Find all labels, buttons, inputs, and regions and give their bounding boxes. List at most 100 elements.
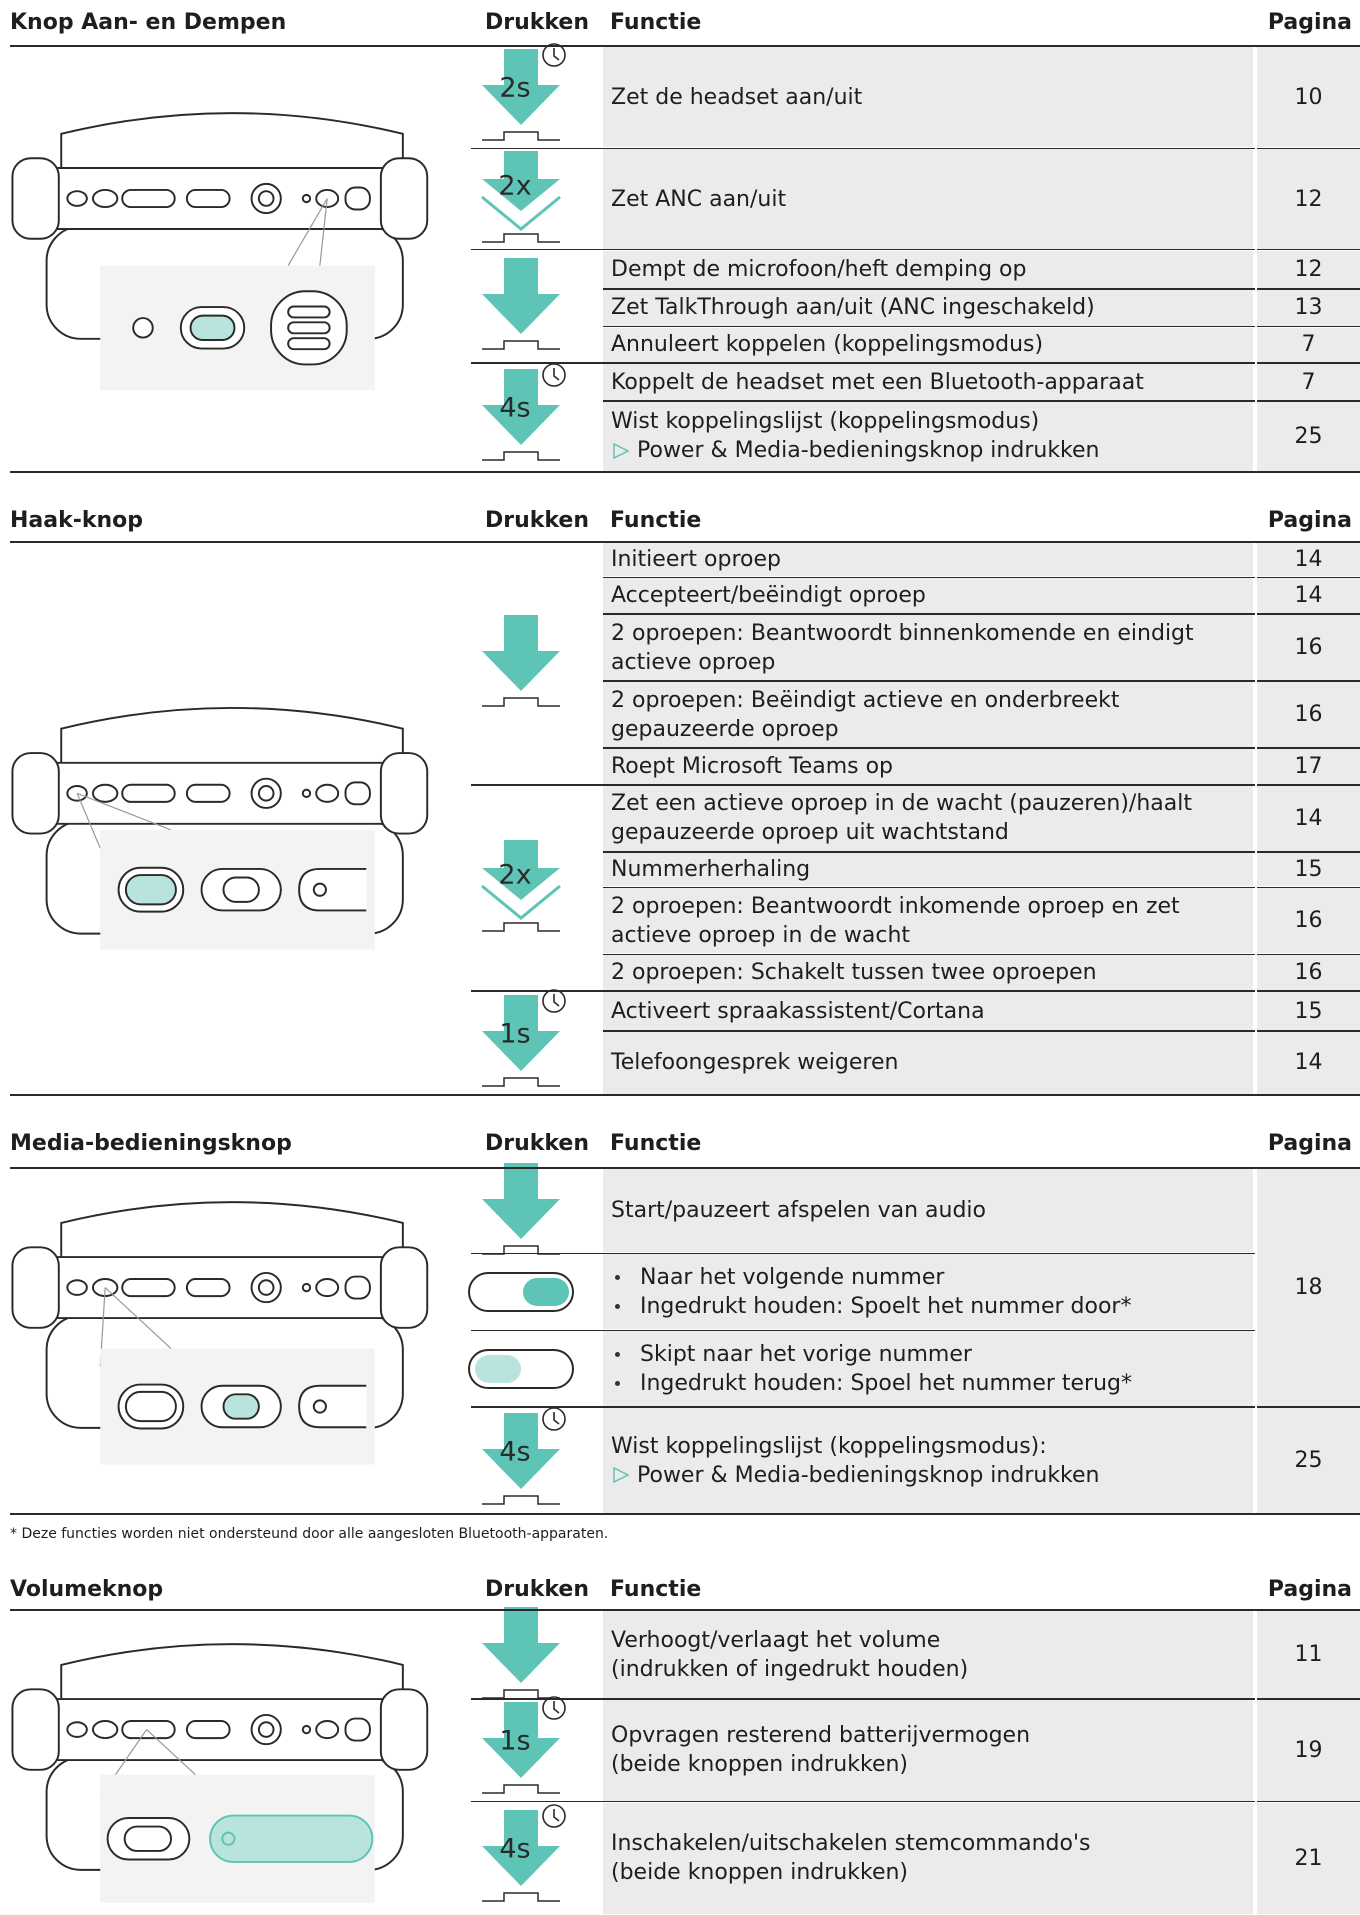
icon-label: 2s bbox=[499, 73, 530, 104]
rule bbox=[471, 1406, 1255, 1408]
function-cell: Activeert spraakassistent/Cortana bbox=[603, 991, 1253, 1031]
shape bbox=[104, 1287, 172, 1350]
press-header: Drukken bbox=[484, 1131, 590, 1156]
rule bbox=[471, 362, 1255, 364]
shape bbox=[76, 792, 172, 831]
rule bbox=[10, 1093, 1360, 1096]
shape bbox=[298, 867, 367, 912]
page-cell: 19 bbox=[1257, 1700, 1360, 1801]
shape bbox=[475, 1354, 521, 1383]
shape bbox=[124, 874, 177, 906]
shape bbox=[132, 317, 154, 339]
shape bbox=[315, 1720, 340, 1740]
shape bbox=[66, 785, 88, 802]
press-icon: 2s bbox=[482, 43, 566, 141]
page-cell: 16 bbox=[1257, 614, 1360, 681]
bullet-item: Ingedrukt houden: Spoel het nummer terug… bbox=[611, 1369, 1253, 1398]
press-icon: 4s bbox=[482, 1406, 566, 1505]
press-icon bbox=[482, 1606, 560, 1699]
page-cell: 16 bbox=[1257, 888, 1360, 954]
rule bbox=[1257, 1030, 1360, 1032]
function-cell: Accepteert/beëindigt oproep bbox=[603, 578, 1253, 613]
shape bbox=[482, 258, 560, 335]
shape bbox=[344, 186, 371, 211]
function-header: Functie bbox=[610, 1131, 702, 1156]
function-text: Wist koppelingslijst (koppelingsmodus) bbox=[611, 409, 1040, 435]
headset bbox=[11, 707, 429, 950]
function-cell: 2 oproepen: Beantwoordt inkomende oproep… bbox=[603, 888, 1253, 954]
function-cell: Verhoogt/verlaagt het volume (indrukken o… bbox=[603, 1611, 1253, 1699]
headset bbox=[11, 1643, 429, 1903]
shape bbox=[185, 1278, 231, 1298]
page-cell: 12 bbox=[1257, 250, 1360, 288]
function-cell: Koppelt de headset met een Bluetooth-app… bbox=[603, 364, 1253, 400]
page-cell: 13 bbox=[1257, 289, 1360, 326]
shape bbox=[482, 922, 560, 932]
page-cell: 10 bbox=[1257, 47, 1360, 148]
shape bbox=[301, 1282, 312, 1293]
section-title: Media-bedieningsknop bbox=[10, 1131, 292, 1156]
icon-label: 2x bbox=[498, 859, 531, 890]
shape bbox=[482, 1810, 560, 1887]
shape bbox=[301, 788, 312, 798]
page-cell: 14 bbox=[1257, 1032, 1360, 1094]
shape bbox=[11, 157, 60, 240]
shape bbox=[312, 882, 327, 897]
shape bbox=[185, 783, 231, 803]
shape bbox=[124, 1390, 177, 1423]
shape bbox=[613, 442, 630, 460]
function-text: Verhoogt/verlaagt het volume bbox=[611, 1627, 941, 1653]
rule bbox=[603, 953, 1255, 956]
rule bbox=[1257, 362, 1360, 364]
shape bbox=[315, 783, 340, 803]
function-text: Telefoongesprek weigeren bbox=[611, 1050, 899, 1076]
function-text: (beide knoppen indrukken) bbox=[611, 1860, 908, 1886]
icon-label: 2x bbox=[498, 171, 531, 202]
function-cell: Inschakelen/uitschakelen stemcommando's (… bbox=[603, 1802, 1253, 1914]
function-cell: Wist koppelingslijst (koppelingsmodus): P… bbox=[603, 1408, 1253, 1514]
rule bbox=[471, 1252, 1255, 1255]
shape bbox=[482, 1892, 560, 1903]
bullet-item: Naar het volgende nummer bbox=[611, 1263, 1253, 1292]
page-cell: 7 bbox=[1257, 364, 1360, 400]
shape bbox=[76, 793, 101, 849]
shape bbox=[91, 783, 119, 803]
shape bbox=[60, 707, 404, 771]
shape bbox=[344, 1717, 371, 1742]
section-title: Knop Aan- en Dempen bbox=[10, 10, 287, 35]
function-cell: Naar het volgende nummer Ingedrukt houden… bbox=[603, 1254, 1253, 1330]
shape bbox=[523, 1277, 569, 1306]
rule bbox=[10, 541, 1360, 543]
page-cell: 25 bbox=[1257, 1408, 1360, 1514]
rule bbox=[603, 680, 1255, 682]
rule bbox=[10, 1609, 1360, 1611]
function-text: Accepteert/beëindigt oproep bbox=[611, 583, 926, 609]
press-icon: 2x bbox=[481, 839, 561, 932]
page-cell: 18 bbox=[1257, 1169, 1360, 1407]
function-header: Functie bbox=[610, 1577, 702, 1602]
shape bbox=[66, 1721, 88, 1738]
press-icon bbox=[482, 615, 560, 708]
function-text: Zet een actieve oproep in de wacht (pauz… bbox=[611, 791, 1192, 846]
headset bbox=[11, 1201, 429, 1465]
press-icon bbox=[482, 258, 560, 351]
function-cell: Skipt naar het vorige nummer Ingedrukt ho… bbox=[603, 1331, 1253, 1407]
shape bbox=[301, 193, 312, 204]
page-cell: 15 bbox=[1257, 852, 1360, 887]
function-text: Dempt de microfoon/heft demping op bbox=[611, 256, 1027, 282]
note-arrow bbox=[613, 1467, 630, 1484]
shape bbox=[185, 1720, 231, 1740]
shape bbox=[189, 314, 236, 341]
rule bbox=[1257, 248, 1360, 251]
shape bbox=[482, 369, 560, 446]
section-title: Haak-knop bbox=[10, 508, 144, 533]
shape bbox=[613, 1467, 630, 1484]
shape bbox=[344, 1275, 371, 1300]
shape bbox=[481, 884, 561, 920]
bullet-text: Ingedrukt houden: Spoelt het nummer door… bbox=[640, 1293, 1132, 1319]
shape bbox=[482, 49, 560, 126]
function-cell: Roept Microsoft Teams op bbox=[603, 749, 1253, 784]
shape bbox=[553, 1411, 560, 1425]
note-text: Power & Media-bedieningsknop indrukken bbox=[637, 1462, 1100, 1488]
headset bbox=[11, 112, 429, 391]
